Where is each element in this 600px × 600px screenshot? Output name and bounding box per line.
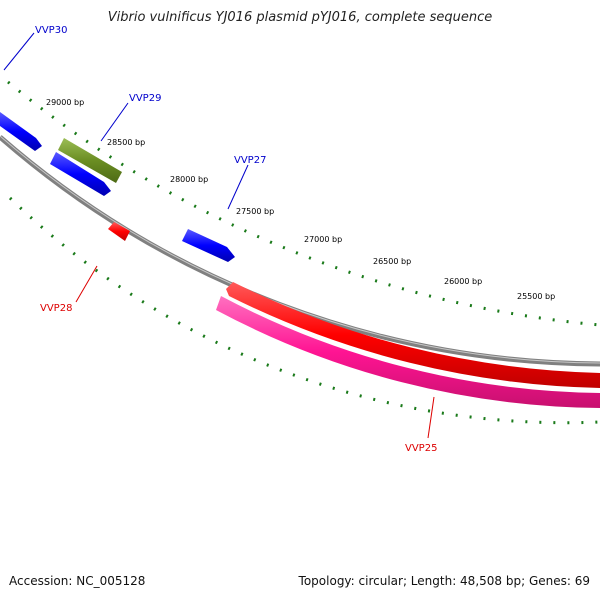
tick-label-28000: 28000 bp (170, 175, 208, 184)
gene-vvp29b-arrow[interactable] (50, 152, 111, 196)
gene-vvp27-arrow[interactable] (182, 229, 235, 262)
tick-label-27500: 27500 bp (236, 207, 274, 216)
tick-label-27000: 27000 bp (304, 235, 342, 244)
ruler-labels: 29000 bp 28500 bp 28000 bp 27500 bp 2700… (46, 98, 555, 301)
accession-label: Accession: NC_005128 (9, 574, 146, 588)
tick-label-25500: 25500 bp (517, 292, 555, 301)
vvp25-leader (427, 396, 435, 439)
gene-label-vvp30: VVP30 (35, 25, 67, 36)
vvp30-leader (3, 32, 35, 71)
gene-labels: VVP30 VVP29 VVP27 VVP28 VVP25 (3, 25, 437, 454)
map-title: Vibrio vulnificus YJ016 plasmid pYJ016, … (107, 10, 493, 25)
vvp28-leader (75, 265, 98, 303)
sequence-backbone-highlight (0, 135, 600, 364)
vvp27-leader (227, 164, 249, 210)
outer-tick-ring (7, 80, 600, 327)
gene-label-vvp28: VVP28 (40, 303, 72, 314)
gene-vvp29-arrow[interactable] (58, 138, 122, 183)
gene-vvp25-arrow[interactable] (216, 296, 600, 408)
gene-features (0, 112, 600, 408)
tick-label-26000: 26000 bp (444, 277, 482, 286)
gene-label-vvp27: VVP27 (234, 155, 266, 166)
gene-vvp28-arrow[interactable] (108, 222, 130, 241)
sequence-backbone (0, 135, 600, 367)
gene-label-vvp25: VVP25 (405, 443, 437, 454)
tick-label-26500: 26500 bp (373, 257, 411, 266)
topology-summary: Topology: circular; Length: 48,508 bp; G… (298, 574, 590, 588)
gene-vvp30-arrow[interactable] (0, 112, 42, 151)
gene-vvp26-arrow[interactable] (226, 282, 600, 388)
vvp29-leader (100, 102, 129, 142)
tick-label-28500: 28500 bp (107, 138, 145, 147)
gene-label-vvp29: VVP29 (129, 93, 161, 104)
tick-label-29000: 29000 bp (46, 98, 84, 107)
